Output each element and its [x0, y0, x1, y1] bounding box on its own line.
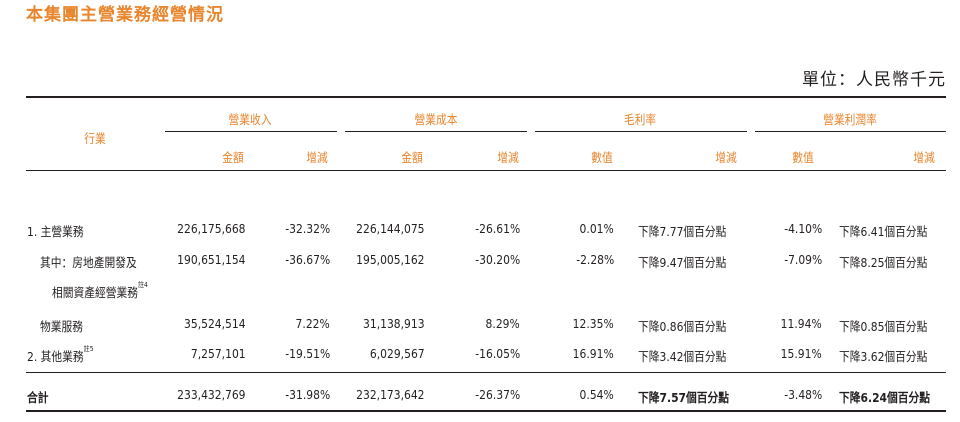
cell-cost-change: -16.05%: [475, 346, 520, 361]
header-industry: 行業: [84, 131, 106, 146]
cell-revenue: 226,175,668: [177, 221, 246, 236]
unit-label: 單位：人民幣千元: [802, 70, 946, 90]
footnote-marker: 註5: [83, 345, 94, 353]
row-label: 物業服務: [40, 319, 84, 334]
header-op-margin: 營業利潤率: [823, 112, 877, 127]
row-label-line2: 相關資產經營業務: [52, 285, 139, 300]
cell-revenue: 190,651,154: [177, 252, 246, 267]
cell-revenue: 35,524,514: [184, 316, 246, 331]
cell-gross-margin-change: 下降0.86個百分點: [638, 319, 727, 334]
total-op-margin-change: 下降6.24個百分點: [839, 390, 931, 405]
cell-revenue: 7,257,101: [191, 346, 246, 361]
cost-group-rule: [345, 131, 527, 132]
header-cost: 營業成本: [414, 112, 458, 127]
cell-cost-change: 8.29%: [485, 316, 520, 331]
cell-gross-margin: -2.28%: [575, 252, 614, 267]
cell-op-margin-change: 下降6.41個百分點: [839, 224, 928, 239]
cell-cost: 195,005,162: [356, 252, 425, 267]
total-gross-margin-change: 下降7.57個百分點: [638, 390, 730, 405]
header-om-value: 數值: [792, 150, 814, 165]
cell-op-margin: -4.10%: [783, 221, 822, 236]
cell-op-margin: -7.09%: [783, 252, 822, 267]
cell-op-margin-change: 下降3.62個百分點: [839, 349, 928, 364]
header-gm-change: 增減: [715, 150, 737, 165]
cell-op-margin: 15.91%: [781, 346, 822, 361]
cell-revenue-change: -36.67%: [285, 252, 330, 267]
header-gross-margin: 毛利率: [623, 112, 657, 127]
cell-gross-margin-change: 下降9.47個百分點: [638, 255, 727, 270]
header-cost-change: 增減: [497, 150, 519, 165]
total-top-rule: [26, 372, 946, 373]
header-gm-value: 數值: [591, 150, 613, 165]
row-label-text: 2. 其他業務: [27, 349, 84, 364]
header-revenue-change: 增減: [306, 150, 328, 165]
header-cost-amount: 金額: [401, 150, 423, 165]
total-revenue: 233,432,769: [177, 387, 246, 402]
table-top-rule: [26, 96, 946, 98]
row-label: 2. 其他業務註5: [27, 345, 94, 365]
cell-revenue-change: -19.51%: [285, 346, 330, 361]
cell-gross-margin: 12.35%: [573, 316, 614, 331]
header-om-change: 增減: [913, 150, 935, 165]
page-title: 本集團主營業務經營情況: [26, 5, 224, 25]
cell-gross-margin: 0.01%: [579, 221, 614, 236]
row-label: 1. 主營業務: [27, 224, 84, 239]
cell-op-margin-change: 下降0.85個百分點: [839, 319, 928, 334]
header-bottom-rule: [26, 170, 946, 171]
cell-cost: 6,029,567: [370, 346, 425, 361]
row-label-continued: 相關資產經營業務註4: [52, 281, 148, 301]
total-cost: 232,173,642: [356, 387, 425, 402]
row-label: 其中：房地產開發及: [40, 255, 137, 270]
total-cost-change: -26.37%: [475, 387, 520, 402]
total-op-margin: -3.48%: [783, 387, 822, 402]
total-label: 合計: [27, 390, 49, 405]
cell-cost-change: -26.61%: [475, 221, 520, 236]
cell-revenue-change: -32.32%: [285, 221, 330, 236]
total-gross-margin: 0.54%: [579, 387, 614, 402]
cell-gross-margin-change: 下降7.77個百分點: [638, 224, 727, 239]
gross-margin-group-rule: [535, 131, 747, 132]
header-revenue: 營業收入: [228, 112, 272, 127]
cell-op-margin: 11.94%: [781, 316, 822, 331]
cell-gross-margin-change: 下降3.42個百分點: [638, 349, 727, 364]
cell-revenue-change: 7.22%: [295, 316, 330, 331]
cell-op-margin-change: 下降8.25個百分點: [839, 255, 928, 270]
table-bottom-rule: [26, 410, 946, 412]
footnote-marker: 註4: [138, 281, 148, 289]
revenue-group-rule: [165, 131, 337, 132]
total-revenue-change: -31.98%: [285, 387, 330, 402]
cell-cost: 226,144,075: [356, 221, 425, 236]
cell-cost-change: -30.20%: [475, 252, 520, 267]
cell-gross-margin: 16.91%: [573, 346, 614, 361]
header-revenue-amount: 金額: [222, 150, 244, 165]
op-margin-group-rule: [755, 131, 946, 132]
cell-cost: 31,138,913: [363, 316, 425, 331]
